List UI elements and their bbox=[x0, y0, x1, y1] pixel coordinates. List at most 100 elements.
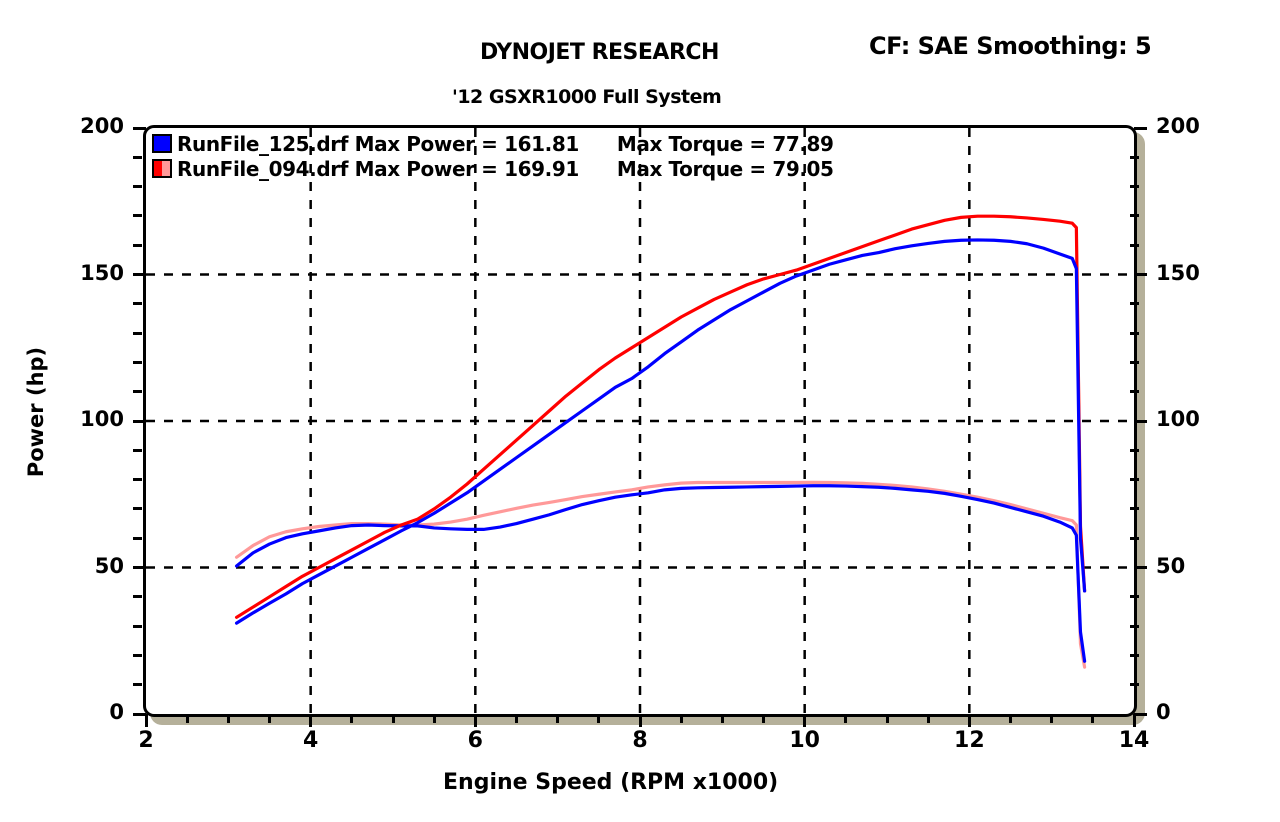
run-subtitle: '12 GSXR1000 Full System bbox=[452, 86, 722, 108]
chart-legend: RunFile_125.drf Max Power = 161.81 Max To… bbox=[152, 131, 834, 181]
y-axis-tick-right bbox=[1130, 595, 1139, 599]
y-axis-tick-right bbox=[1134, 566, 1147, 569]
y-axis-tick-left bbox=[133, 712, 146, 716]
y-axis-tick-left bbox=[133, 360, 142, 364]
x-axis-tick-label: 12 bbox=[954, 728, 985, 753]
brand-title: DYNOJET RESEARCH bbox=[480, 40, 719, 65]
x-axis-tick-label: 6 bbox=[467, 728, 483, 753]
y-axis-tick-right bbox=[1130, 390, 1139, 394]
legend-maxpower-run1: Max Power = 161.81 bbox=[354, 131, 580, 156]
y-axis-tick-label-right: 0 bbox=[1156, 700, 1171, 724]
x-axis-tick bbox=[720, 714, 724, 723]
y-axis-tick-left bbox=[133, 390, 142, 394]
y-axis-tick-label-left: 0 bbox=[109, 700, 124, 724]
x-axis-tick bbox=[473, 714, 477, 727]
chart-series-line bbox=[234, 484, 1087, 663]
legend-swatch-run1 bbox=[152, 134, 172, 153]
x-axis-tick bbox=[556, 714, 560, 723]
correction-factor-info: CF: SAE Smoothing: 5 bbox=[869, 32, 1152, 60]
y-axis-tick-left bbox=[133, 243, 142, 247]
y-axis-tick-right bbox=[1130, 302, 1139, 306]
y-axis-tick-right bbox=[1134, 419, 1147, 423]
x-axis-tick bbox=[597, 714, 601, 723]
legend-file-run1: RunFile_125.drf bbox=[177, 131, 349, 156]
y-axis-tick-left bbox=[133, 185, 142, 189]
x-axis-tick bbox=[803, 714, 807, 727]
y-axis-tick-right bbox=[1130, 185, 1139, 189]
y-axis-tick-left bbox=[133, 214, 142, 218]
x-axis-tick bbox=[268, 714, 271, 723]
legend-maxtorque-run1: Max Torque = 77.89 bbox=[616, 131, 834, 156]
y-axis-tick-label-left: 150 bbox=[80, 260, 124, 285]
x-axis-tick bbox=[1050, 714, 1054, 723]
x-axis-tick bbox=[309, 714, 313, 727]
x-axis-tick bbox=[515, 714, 518, 723]
x-axis-tick bbox=[432, 714, 436, 723]
x-axis-tick bbox=[185, 714, 189, 723]
x-axis-tick bbox=[144, 714, 148, 727]
x-axis-tick-label: 8 bbox=[632, 728, 648, 753]
legend-file-run2: RunFile_094.drf bbox=[177, 156, 349, 181]
legend-label-run1: RunFile_125.drf Max Power = 161.81 Max To… bbox=[177, 132, 834, 156]
y-axis-tick-left bbox=[133, 536, 142, 540]
x-axis-tick-label: 2 bbox=[138, 728, 154, 753]
x-axis-tick bbox=[967, 714, 971, 727]
y-axis-tick-right bbox=[1134, 126, 1147, 130]
x-axis-tick bbox=[1091, 714, 1095, 723]
y-axis-tick-label-right: 200 bbox=[1156, 114, 1200, 138]
y-axis-tick-right bbox=[1130, 478, 1139, 482]
dyno-chart-svg bbox=[146, 128, 1134, 714]
x-axis-tick-label: 10 bbox=[789, 728, 820, 753]
y-axis-tick-label-left: 100 bbox=[80, 407, 124, 431]
x-axis-title: Engine Speed (RPM x1000) bbox=[443, 770, 779, 795]
y-axis-tick-right bbox=[1130, 214, 1139, 218]
x-axis-tick bbox=[926, 714, 930, 723]
chart-plot-area bbox=[146, 128, 1134, 714]
legend-label-run2: RunFile_094.drf Max Power = 169.91 Max To… bbox=[177, 157, 834, 181]
y-axis-tick-left bbox=[133, 653, 142, 657]
y-axis-tick-label-right: 50 bbox=[1156, 553, 1186, 578]
chart-series-line bbox=[234, 238, 1087, 625]
y-axis-tick-left bbox=[133, 478, 142, 482]
x-axis-tick bbox=[885, 714, 889, 723]
y-axis-tick-left bbox=[133, 126, 146, 130]
y-axis-tick-label-left: 200 bbox=[80, 114, 124, 138]
y-axis-tick-label-right: 150 bbox=[1156, 260, 1200, 285]
x-axis-tick bbox=[391, 714, 395, 723]
legend-maxpower-run2: Max Power = 169.91 bbox=[354, 156, 580, 181]
x-axis-tick bbox=[762, 714, 765, 723]
x-axis-tick-label: 14 bbox=[1118, 728, 1150, 753]
x-axis-tick bbox=[679, 714, 683, 723]
chart-series-line bbox=[234, 214, 1087, 619]
y-axis-tick-left bbox=[133, 302, 142, 306]
y-axis-tick-right bbox=[1130, 507, 1139, 511]
x-axis-tick-label: 4 bbox=[303, 728, 319, 753]
legend-row[interactable]: RunFile_125.drf Max Power = 161.81 Max To… bbox=[152, 131, 834, 156]
y-axis-tick-right bbox=[1130, 624, 1139, 628]
x-axis-tick bbox=[1009, 714, 1012, 723]
y-axis-tick-left bbox=[133, 595, 142, 599]
y-axis-tick-right bbox=[1130, 653, 1139, 657]
x-axis-tick bbox=[350, 714, 354, 723]
legend-row[interactable]: RunFile_094.drf Max Power = 169.91 Max To… bbox=[152, 156, 834, 181]
y-axis-tick-right bbox=[1134, 712, 1147, 716]
y-axis-tick-left bbox=[133, 331, 142, 335]
y-axis-tick-right bbox=[1134, 273, 1147, 276]
y-axis-tick-right bbox=[1130, 155, 1139, 159]
x-axis-tick bbox=[1132, 714, 1136, 727]
x-axis-tick bbox=[844, 714, 848, 723]
y-axis-tick-right bbox=[1130, 360, 1139, 364]
y-axis-tick-left bbox=[133, 448, 142, 452]
y-axis-tick-right bbox=[1130, 448, 1139, 452]
y-axis-tick-left bbox=[133, 566, 146, 569]
y-axis-tick-right bbox=[1130, 243, 1139, 247]
chart-series-line bbox=[234, 480, 1087, 669]
y-axis-tick-label-right: 100 bbox=[1156, 407, 1200, 431]
y-axis-tick-left bbox=[133, 273, 146, 276]
legend-swatch-run2 bbox=[152, 159, 172, 178]
y-axis-tick-right bbox=[1130, 536, 1139, 540]
y-axis-tick-left bbox=[133, 683, 142, 687]
legend-maxtorque-run2: Max Torque = 79.05 bbox=[616, 156, 834, 181]
y-axis-tick-left bbox=[133, 155, 142, 159]
y-axis-tick-right bbox=[1130, 331, 1139, 335]
